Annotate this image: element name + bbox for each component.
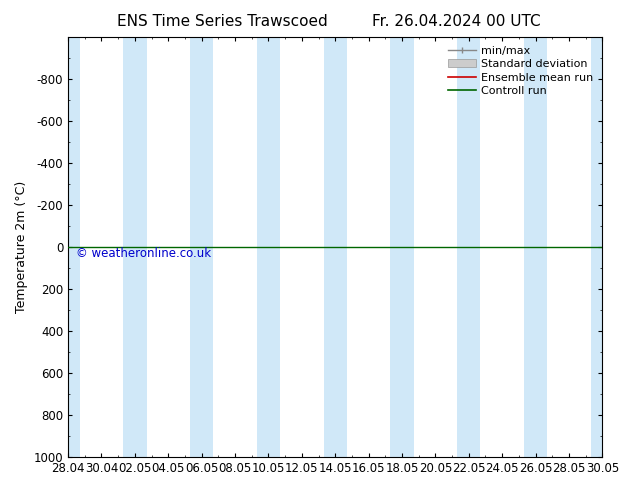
Bar (123, 37, 146, 457)
Text: Fr. 26.04.2024 00 UTC: Fr. 26.04.2024 00 UTC (372, 14, 541, 29)
Bar (190, 37, 213, 457)
Bar (257, 37, 280, 457)
Text: ENS Time Series Trawscoed: ENS Time Series Trawscoed (117, 14, 327, 29)
Text: © weatheronline.co.uk: © weatheronline.co.uk (76, 247, 211, 260)
Bar (323, 37, 347, 457)
Bar (56, 37, 80, 457)
Bar (391, 37, 414, 457)
Y-axis label: Temperature 2m (°C): Temperature 2m (°C) (15, 181, 28, 313)
Bar (591, 37, 614, 457)
Bar (457, 37, 481, 457)
Bar (524, 37, 547, 457)
Legend: min/max, Standard deviation, Ensemble mean run, Controll run: min/max, Standard deviation, Ensemble me… (444, 43, 597, 99)
